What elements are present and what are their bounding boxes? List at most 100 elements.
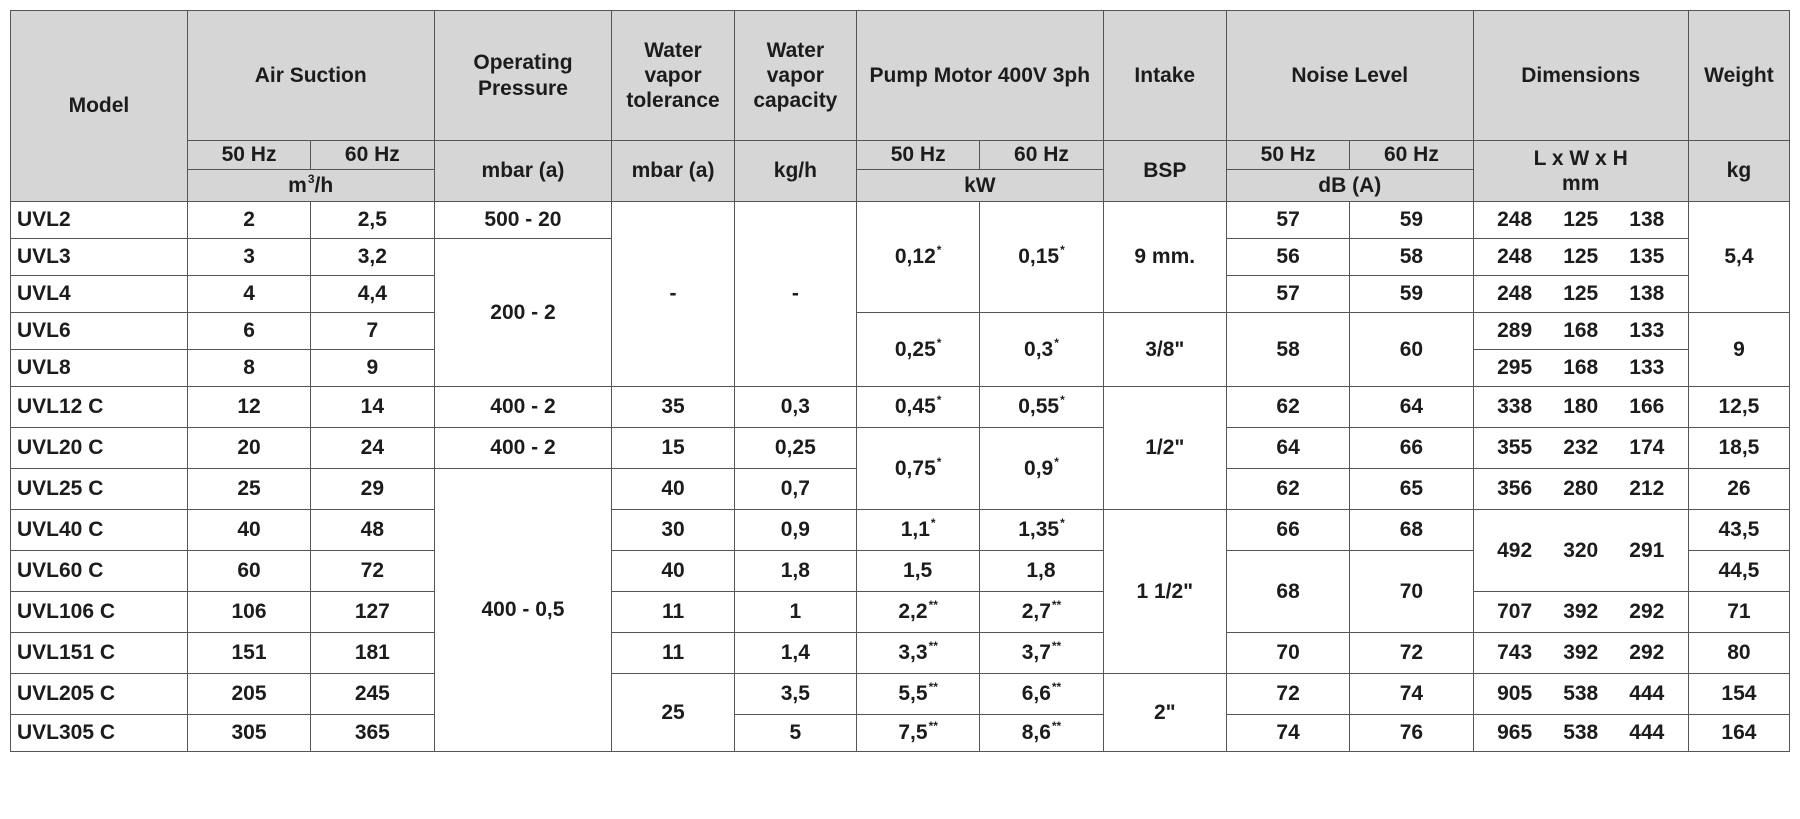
air-60-cell: 48 bbox=[310, 509, 435, 551]
unit-intake: BSP bbox=[1102, 140, 1227, 202]
noise-50-cell: 66 bbox=[1225, 509, 1351, 551]
model-cell: UVL151 C bbox=[10, 632, 188, 674]
unit-motor: kW bbox=[856, 169, 1104, 202]
air-50-cell: 151 bbox=[186, 632, 312, 674]
air-50-cell: 2 bbox=[186, 201, 312, 239]
noise-60-cell: 59 bbox=[1349, 201, 1474, 239]
weight-cell: 43,5 bbox=[1687, 509, 1791, 551]
dims-cell: 356 280 212 bbox=[1472, 468, 1689, 510]
unit-capacity: kg/h bbox=[733, 140, 858, 202]
noise-50-cell: 64 bbox=[1225, 427, 1351, 469]
air-60-cell: 29 bbox=[310, 468, 435, 510]
motor-50-cell: 0,75* bbox=[855, 427, 981, 510]
motor-60-cell: 0,15* bbox=[979, 201, 1104, 313]
tolerance-cell: 15 bbox=[611, 427, 735, 469]
header-noise-60hz: 60 Hz bbox=[1349, 140, 1474, 170]
pressure-cell: 400 - 2 bbox=[433, 427, 613, 469]
header-air-50hz: 50 Hz bbox=[186, 140, 312, 170]
noise-50-cell: 74 bbox=[1225, 714, 1351, 752]
motor-60-cell: 0,55* bbox=[979, 386, 1104, 428]
model-cell: UVL2 bbox=[10, 201, 188, 239]
motor-50-cell: 7,5** bbox=[855, 714, 981, 752]
motor-50-cell: 1,1* bbox=[855, 509, 981, 551]
model-cell: UVL3 bbox=[10, 238, 188, 276]
capacity-cell: 1,4 bbox=[733, 632, 858, 674]
capacity-cell: 1,8 bbox=[733, 550, 858, 592]
pressure-cell: 400 - 2 bbox=[433, 386, 613, 428]
pressure-cell: 200 - 2 bbox=[433, 238, 613, 387]
air-60-cell: 7 bbox=[310, 312, 435, 350]
noise-60-cell: 66 bbox=[1349, 427, 1474, 469]
motor-60-cell: 2,7** bbox=[979, 591, 1104, 633]
air-60-cell: 14 bbox=[310, 386, 435, 428]
noise-50-cell: 62 bbox=[1225, 386, 1351, 428]
noise-60-cell: 60 bbox=[1349, 312, 1474, 387]
motor-50-cell: 1,5 bbox=[855, 550, 981, 592]
air-60-cell: 4,4 bbox=[310, 275, 435, 313]
model-cell: UVL6 bbox=[10, 312, 188, 350]
specifications-table: Model Air Suction Operating Pressure Wat… bbox=[10, 10, 1791, 752]
weight-cell: 26 bbox=[1687, 468, 1791, 510]
tolerance-cell: 11 bbox=[611, 591, 735, 633]
header-dimensions: Dimensions bbox=[1472, 10, 1689, 141]
header-water-vapor-tolerance: Water vapor tolerance bbox=[611, 10, 735, 141]
weight-cell: 44,5 bbox=[1687, 550, 1791, 592]
tolerance-cell: 25 bbox=[611, 673, 735, 752]
noise-50-cell: 70 bbox=[1225, 632, 1351, 674]
dims-cell: 338 180 166 bbox=[1472, 386, 1689, 428]
motor-60-cell: 0,9* bbox=[979, 427, 1104, 510]
unit-tolerance: mbar (a) bbox=[611, 140, 735, 202]
air-60-cell: 181 bbox=[310, 632, 435, 674]
air-60-cell: 365 bbox=[310, 714, 435, 752]
air-50-cell: 8 bbox=[186, 349, 312, 387]
motor-50-cell: 0,12* bbox=[855, 201, 981, 313]
noise-60-cell: 68 bbox=[1349, 509, 1474, 551]
dims-cell: 248 125 138 bbox=[1472, 201, 1689, 239]
model-cell: UVL106 C bbox=[10, 591, 188, 633]
noise-50-cell: 72 bbox=[1225, 673, 1351, 715]
motor-50-cell: 3,3** bbox=[855, 632, 981, 674]
noise-50-cell: 57 bbox=[1225, 275, 1351, 313]
noise-50-cell: 56 bbox=[1225, 238, 1351, 276]
capacity-cell: 0,7 bbox=[733, 468, 858, 510]
capacity-cell: 1 bbox=[733, 591, 858, 633]
unit-dims: mm bbox=[1562, 172, 1600, 195]
tolerance-cell: 11 bbox=[611, 632, 735, 674]
model-cell: UVL60 C bbox=[10, 550, 188, 592]
intake-cell: 1 1/2" bbox=[1102, 509, 1227, 674]
motor-60-cell: 3,7** bbox=[979, 632, 1104, 674]
dims-cell: 707 392 292 bbox=[1472, 591, 1689, 633]
tolerance-cell: - bbox=[611, 201, 735, 387]
motor-50-cell: 2,2** bbox=[855, 591, 981, 633]
noise-60-cell: 72 bbox=[1349, 632, 1474, 674]
unit-pressure: mbar (a) bbox=[433, 140, 613, 202]
dims-cell: 355 232 174 bbox=[1472, 427, 1689, 469]
header-motor-60hz: 60 Hz bbox=[979, 140, 1104, 170]
header-air-suction: Air Suction bbox=[186, 10, 435, 141]
capacity-cell: 0,25 bbox=[733, 427, 858, 469]
capacity-cell: - bbox=[733, 201, 858, 387]
air-50-cell: 12 bbox=[186, 386, 312, 428]
pressure-cell: 500 - 20 bbox=[433, 201, 613, 239]
dims-cell: 248 125 135 bbox=[1472, 238, 1689, 276]
noise-50-cell: 58 bbox=[1225, 312, 1351, 387]
intake-cell: 9 mm. bbox=[1102, 201, 1227, 313]
weight-cell: 71 bbox=[1687, 591, 1791, 633]
weight-cell: 5,4 bbox=[1687, 201, 1791, 313]
weight-cell: 164 bbox=[1687, 714, 1791, 752]
noise-50-cell: 57 bbox=[1225, 201, 1351, 239]
noise-50-cell: 68 bbox=[1225, 550, 1351, 633]
motor-60-cell: 0,3* bbox=[979, 312, 1104, 387]
capacity-cell: 0,9 bbox=[733, 509, 858, 551]
noise-60-cell: 58 bbox=[1349, 238, 1474, 276]
noise-60-cell: 76 bbox=[1349, 714, 1474, 752]
air-50-cell: 40 bbox=[186, 509, 312, 551]
motor-60-cell: 8,6** bbox=[979, 714, 1104, 752]
header-operating-pressure: Operating Pressure bbox=[433, 10, 613, 141]
air-50-cell: 106 bbox=[186, 591, 312, 633]
noise-60-cell: 74 bbox=[1349, 673, 1474, 715]
header-noise-50hz: 50 Hz bbox=[1225, 140, 1351, 170]
weight-cell: 12,5 bbox=[1687, 386, 1791, 428]
noise-60-cell: 65 bbox=[1349, 468, 1474, 510]
air-50-cell: 205 bbox=[186, 673, 312, 715]
